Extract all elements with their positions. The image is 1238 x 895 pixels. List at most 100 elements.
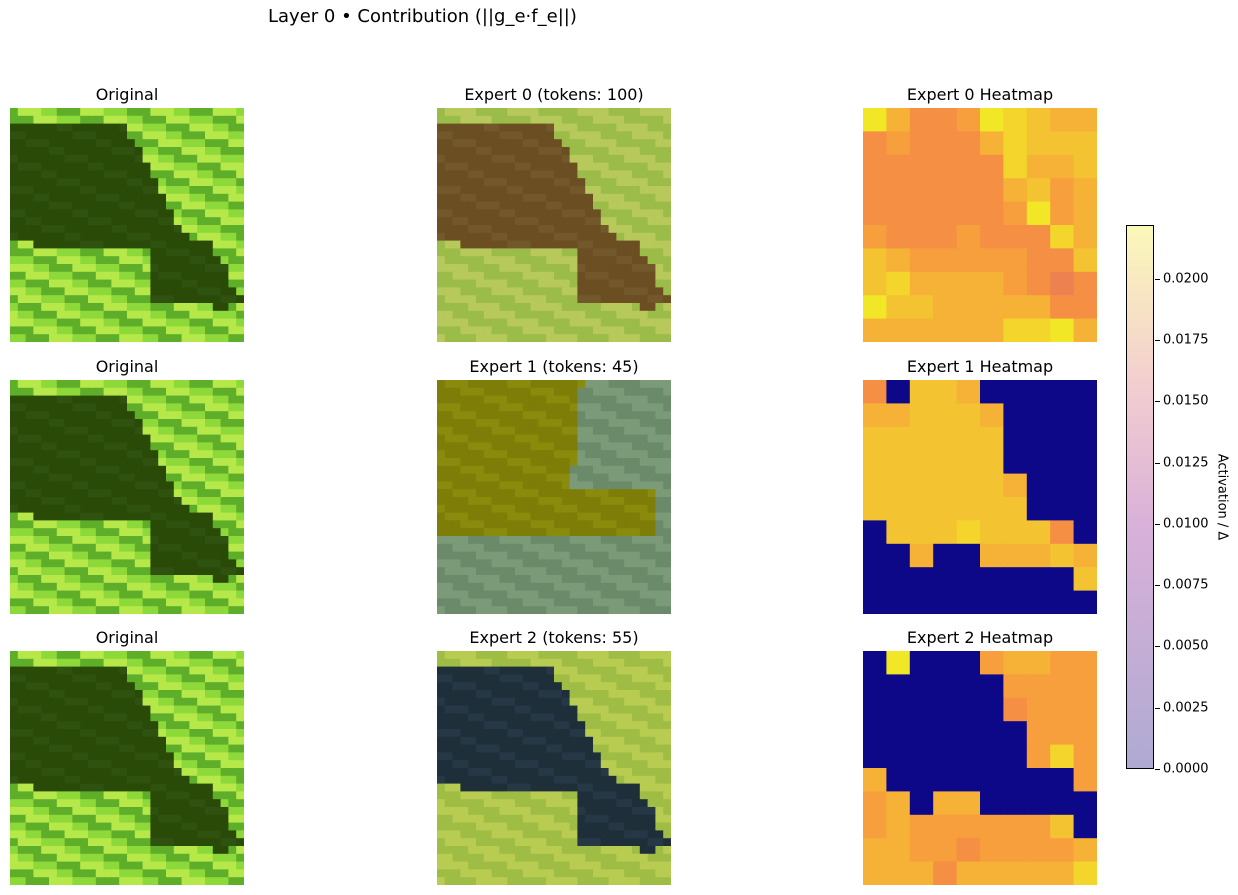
image-pixel (119, 869, 128, 878)
image-pixel (228, 760, 237, 769)
image-pixel (189, 458, 198, 467)
image-pixel (608, 217, 617, 226)
image-pixel (119, 877, 128, 885)
image-pixel (460, 303, 469, 312)
image-pixel (663, 318, 671, 327)
image-pixel (166, 536, 175, 545)
image-pixel (569, 705, 578, 714)
image-pixel (554, 481, 563, 490)
image-pixel (181, 201, 190, 210)
image-pixel (476, 705, 485, 714)
image-pixel (119, 651, 128, 660)
image-pixel (593, 575, 602, 584)
image-pixel (577, 658, 586, 668)
image-pixel (632, 147, 641, 156)
image-pixel (64, 705, 73, 714)
image-pixel (554, 248, 563, 257)
image-pixel (236, 426, 244, 436)
image-pixel (173, 713, 183, 722)
image-pixel (515, 666, 524, 675)
image-pixel (150, 729, 159, 738)
image-pixel (80, 395, 89, 404)
image-pixel (119, 201, 128, 210)
image-pixel (639, 217, 649, 226)
image-pixel (181, 846, 190, 855)
image-pixel (166, 520, 175, 529)
image-pixel (616, 606, 625, 614)
image-pixel (119, 814, 128, 824)
image-pixel (491, 209, 500, 218)
image-pixel (569, 713, 578, 722)
image-pixel (452, 209, 461, 218)
image-pixel (181, 830, 190, 839)
image-pixel (554, 395, 563, 404)
image-pixel (554, 606, 563, 614)
image-pixel (608, 108, 617, 117)
image-pixel (127, 575, 136, 584)
image-pixel (600, 512, 610, 521)
image-pixel (437, 387, 446, 397)
image-pixel (17, 869, 27, 878)
image-pixel (197, 178, 206, 187)
image-pixel (593, 697, 602, 707)
image-pixel (483, 481, 493, 490)
image-pixel (95, 658, 105, 668)
image-pixel (569, 318, 578, 327)
image-pixel (150, 295, 159, 304)
image-pixel (111, 682, 120, 691)
image-pixel (569, 473, 578, 482)
image-pixel (220, 682, 229, 691)
image-pixel (88, 744, 97, 753)
image-pixel (639, 225, 649, 234)
image-pixel (220, 807, 229, 816)
image-pixel (655, 450, 664, 459)
image-pixel (444, 170, 454, 179)
image-pixel (577, 419, 586, 428)
image-pixel (499, 651, 508, 660)
image-pixel (444, 590, 454, 599)
image-pixel (41, 225, 50, 234)
image-pixel (150, 489, 159, 498)
image-pixel (166, 434, 175, 443)
heatmap-cell (1073, 380, 1097, 404)
image-pixel (119, 458, 128, 467)
image-pixel (189, 334, 198, 342)
image-pixel (41, 729, 50, 738)
image-pixel (49, 201, 58, 210)
image-pixel (103, 543, 112, 553)
image-pixel (616, 559, 625, 568)
image-pixel (522, 147, 532, 156)
image-pixel (17, 162, 27, 171)
image-pixel (585, 225, 594, 234)
image-pixel (507, 326, 516, 335)
image-pixel (25, 682, 34, 691)
image-pixel (655, 334, 664, 342)
image-pixel (181, 334, 190, 342)
heatmap-cell (1050, 380, 1075, 404)
image-pixel (499, 434, 508, 443)
image-pixel (236, 559, 244, 568)
figure-title: Layer 0 • Contribution (||g_e·f_e||) (268, 6, 577, 27)
image-pixel (452, 201, 461, 210)
image-pixel (72, 590, 81, 599)
image-pixel (600, 334, 610, 342)
image-pixel (499, 193, 508, 203)
image-pixel (64, 465, 73, 475)
image-pixel (72, 465, 81, 475)
image-pixel (95, 225, 105, 234)
image-pixel (25, 830, 34, 839)
image-pixel (437, 303, 446, 312)
heatmap-cell (886, 108, 911, 132)
image-pixel (476, 162, 485, 171)
image-pixel (437, 201, 446, 210)
image-pixel (189, 791, 198, 800)
image-pixel (593, 170, 602, 179)
image-pixel (468, 310, 477, 320)
image-pixel (437, 504, 446, 514)
image-pixel (554, 139, 563, 148)
heatmap-cell (933, 201, 958, 226)
image-pixel (95, 799, 105, 808)
image-pixel (236, 458, 244, 467)
image-pixel (236, 861, 244, 870)
image-pixel (546, 481, 555, 490)
